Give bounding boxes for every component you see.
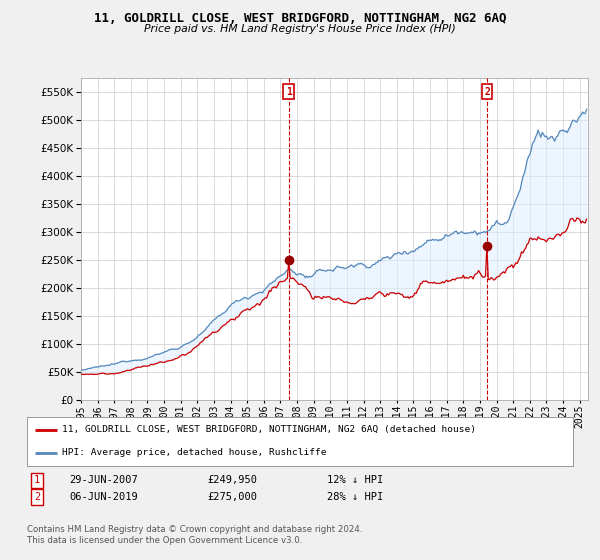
Text: 1: 1 bbox=[34, 475, 40, 486]
Text: 2: 2 bbox=[34, 492, 40, 502]
Text: 1: 1 bbox=[286, 87, 292, 97]
Text: 12% ↓ HPI: 12% ↓ HPI bbox=[327, 475, 383, 486]
Text: £275,000: £275,000 bbox=[207, 492, 257, 502]
Text: 29-JUN-2007: 29-JUN-2007 bbox=[69, 475, 138, 486]
Text: 11, GOLDRILL CLOSE, WEST BRIDGFORD, NOTTINGHAM, NG2 6AQ: 11, GOLDRILL CLOSE, WEST BRIDGFORD, NOTT… bbox=[94, 12, 506, 25]
Text: £249,950: £249,950 bbox=[207, 475, 257, 486]
Text: Contains HM Land Registry data © Crown copyright and database right 2024.
This d: Contains HM Land Registry data © Crown c… bbox=[27, 525, 362, 545]
Text: 2: 2 bbox=[484, 87, 490, 97]
Text: 28% ↓ HPI: 28% ↓ HPI bbox=[327, 492, 383, 502]
Text: HPI: Average price, detached house, Rushcliffe: HPI: Average price, detached house, Rush… bbox=[62, 448, 327, 457]
Text: 11, GOLDRILL CLOSE, WEST BRIDGFORD, NOTTINGHAM, NG2 6AQ (detached house): 11, GOLDRILL CLOSE, WEST BRIDGFORD, NOTT… bbox=[62, 426, 476, 435]
Text: 06-JUN-2019: 06-JUN-2019 bbox=[69, 492, 138, 502]
Text: Price paid vs. HM Land Registry's House Price Index (HPI): Price paid vs. HM Land Registry's House … bbox=[144, 24, 456, 34]
